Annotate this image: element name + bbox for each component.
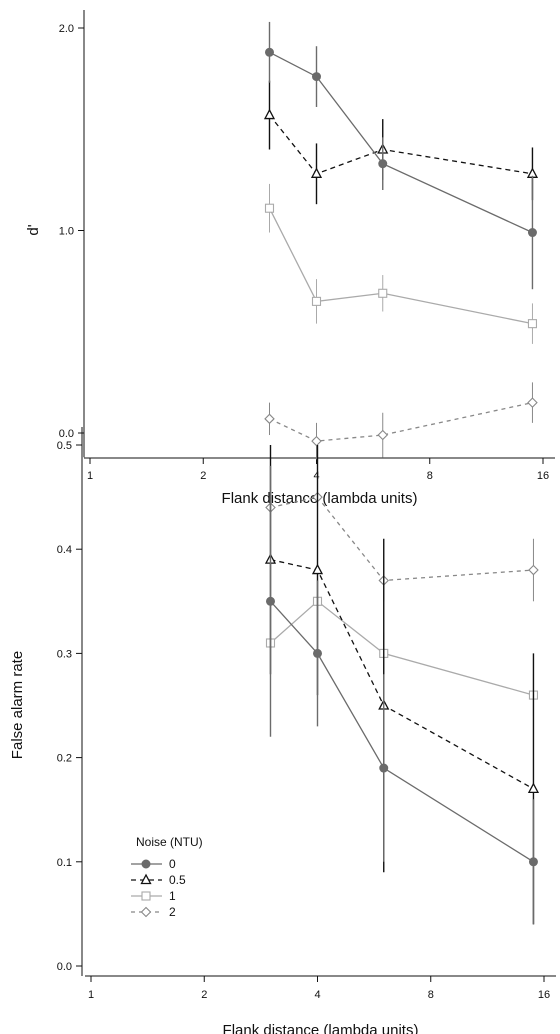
data-point [527,782,540,794]
legend: Noise (NTU) 0 0.5 1 2 [131,835,203,919]
y-tick-label: 2.0 [59,23,74,35]
y-axis-title: d' [25,224,42,235]
data-point [313,648,322,658]
data-point [378,159,388,169]
x-tick-label: 2 [201,989,207,1001]
y-tick-label: 0.0 [59,428,74,440]
series-0 [265,465,538,925]
data-point [528,857,538,867]
series-line [270,600,534,696]
series-2 [264,382,538,460]
series-0 [264,21,537,290]
legend-marker [141,891,151,901]
x-tick-label: 1 [88,989,94,1001]
series-1 [264,183,538,344]
series-0-5 [263,80,539,205]
data-point [264,47,274,57]
y-tick-label: 0.0 [57,961,72,973]
y-tick-label: 0.5 [57,440,72,452]
x-tick-label: 8 [427,470,433,482]
series-line [270,496,534,582]
y-tick-label: 0.2 [57,753,72,765]
series-1 [265,570,539,716]
y-tick-label: 0.4 [57,544,72,556]
legend-marker [140,873,152,885]
x-tick-label: 16 [537,470,549,482]
data-point [378,288,388,298]
series-line [269,51,533,234]
chart-panel-2: 0.0 0.1 0.2 0.3 0.4 0.5 False alarm rate 1 2 4 8 16… [9,427,556,1034]
data-point [264,203,275,213]
x-tick-label: 4 [313,470,319,482]
series-line [270,600,534,863]
data-point [263,108,276,120]
data-point [377,429,389,441]
legend-label: 0 [169,857,176,871]
x-axis-title: Flank distance (lambda units) [223,1022,419,1034]
data-point [527,228,537,238]
y-axis-title: False alarm rate [9,651,26,759]
data-point [379,763,389,773]
data-point [311,296,322,306]
data-point [527,397,538,408]
legend-label: 2 [169,905,176,919]
legend-label: 0.5 [169,873,186,887]
y-tick-label: 0.3 [57,648,72,660]
x-tick-label: 4 [314,989,320,1001]
series-line [268,207,533,325]
data-point [311,563,324,575]
x-tick-label: 16 [538,989,550,1001]
y-tick-label: 0.1 [57,857,72,869]
x-tick-label: 8 [428,989,434,1001]
data-point [264,413,275,425]
data-point [312,72,321,82]
y-tick-label: 1.0 [59,226,74,238]
series-line [270,558,534,790]
legend-marker [140,906,152,918]
data-point [528,564,539,576]
legend-title: Noise (NTU) [136,835,203,849]
x-tick-label: 1 [87,470,93,482]
data-point [265,596,275,606]
series-line [268,114,533,175]
data-point [311,435,322,447]
series-line [269,401,533,442]
legend-marker [141,859,151,869]
legend-label: 1 [169,889,176,903]
data-point [310,167,323,178]
x-tick-label: 2 [200,470,206,482]
data-point [527,319,538,329]
